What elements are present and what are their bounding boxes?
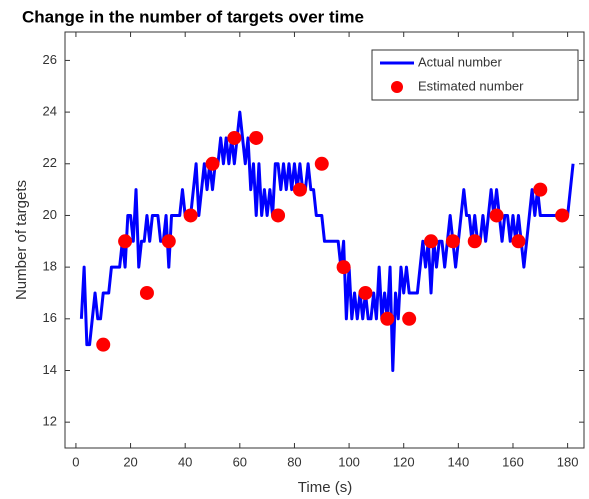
data-point bbox=[161, 234, 176, 249]
x-tick-label: 120 bbox=[393, 454, 415, 469]
x-tick-label: 180 bbox=[557, 454, 579, 469]
data-point bbox=[489, 208, 504, 223]
x-tick-label: 100 bbox=[338, 454, 360, 469]
y-tick-label: 20 bbox=[43, 207, 57, 222]
legend-label: Actual number bbox=[418, 54, 502, 69]
x-axis-label: Time (s) bbox=[298, 479, 352, 496]
y-tick-label: 12 bbox=[43, 414, 57, 429]
x-tick-label: 20 bbox=[123, 454, 137, 469]
legend-label: Estimated number bbox=[418, 78, 524, 93]
data-point bbox=[336, 260, 351, 275]
data-point bbox=[292, 182, 307, 197]
y-tick-label: 26 bbox=[43, 52, 57, 67]
data-point bbox=[314, 156, 329, 171]
data-line bbox=[79, 110, 575, 372]
y-tick-label: 14 bbox=[43, 362, 57, 377]
x-tick-label: 160 bbox=[502, 454, 524, 469]
chart-title: Change in the number of targets over tim… bbox=[22, 7, 364, 26]
legend-swatch bbox=[391, 81, 403, 93]
data-point bbox=[96, 337, 111, 352]
data-point bbox=[358, 285, 373, 300]
x-tick-label: 0 bbox=[72, 454, 79, 469]
y-tick-label: 16 bbox=[43, 310, 57, 325]
data-point bbox=[139, 285, 154, 300]
data-point bbox=[467, 234, 482, 249]
legend-box bbox=[371, 49, 579, 101]
data-point bbox=[511, 234, 526, 249]
data-point bbox=[533, 182, 548, 197]
data-point bbox=[227, 130, 242, 145]
y-tick-label: 22 bbox=[43, 155, 57, 170]
plot-frame bbox=[64, 31, 585, 449]
data-point bbox=[271, 208, 286, 223]
data-point bbox=[205, 156, 220, 171]
x-tick-label: 60 bbox=[233, 454, 247, 469]
x-tick-label: 40 bbox=[178, 454, 192, 469]
y-tick-label: 18 bbox=[43, 259, 57, 274]
data-point bbox=[249, 130, 264, 145]
data-point bbox=[402, 311, 417, 326]
data-point bbox=[183, 208, 198, 223]
data-point bbox=[424, 234, 439, 249]
x-tick-label: 80 bbox=[287, 454, 301, 469]
data-point bbox=[380, 311, 395, 326]
data-point bbox=[118, 234, 133, 249]
y-axis-label: Number of targets bbox=[13, 180, 30, 300]
y-tick-label: 24 bbox=[43, 104, 57, 119]
data-point bbox=[445, 234, 460, 249]
data-point bbox=[555, 208, 570, 223]
x-tick-label: 140 bbox=[447, 454, 469, 469]
